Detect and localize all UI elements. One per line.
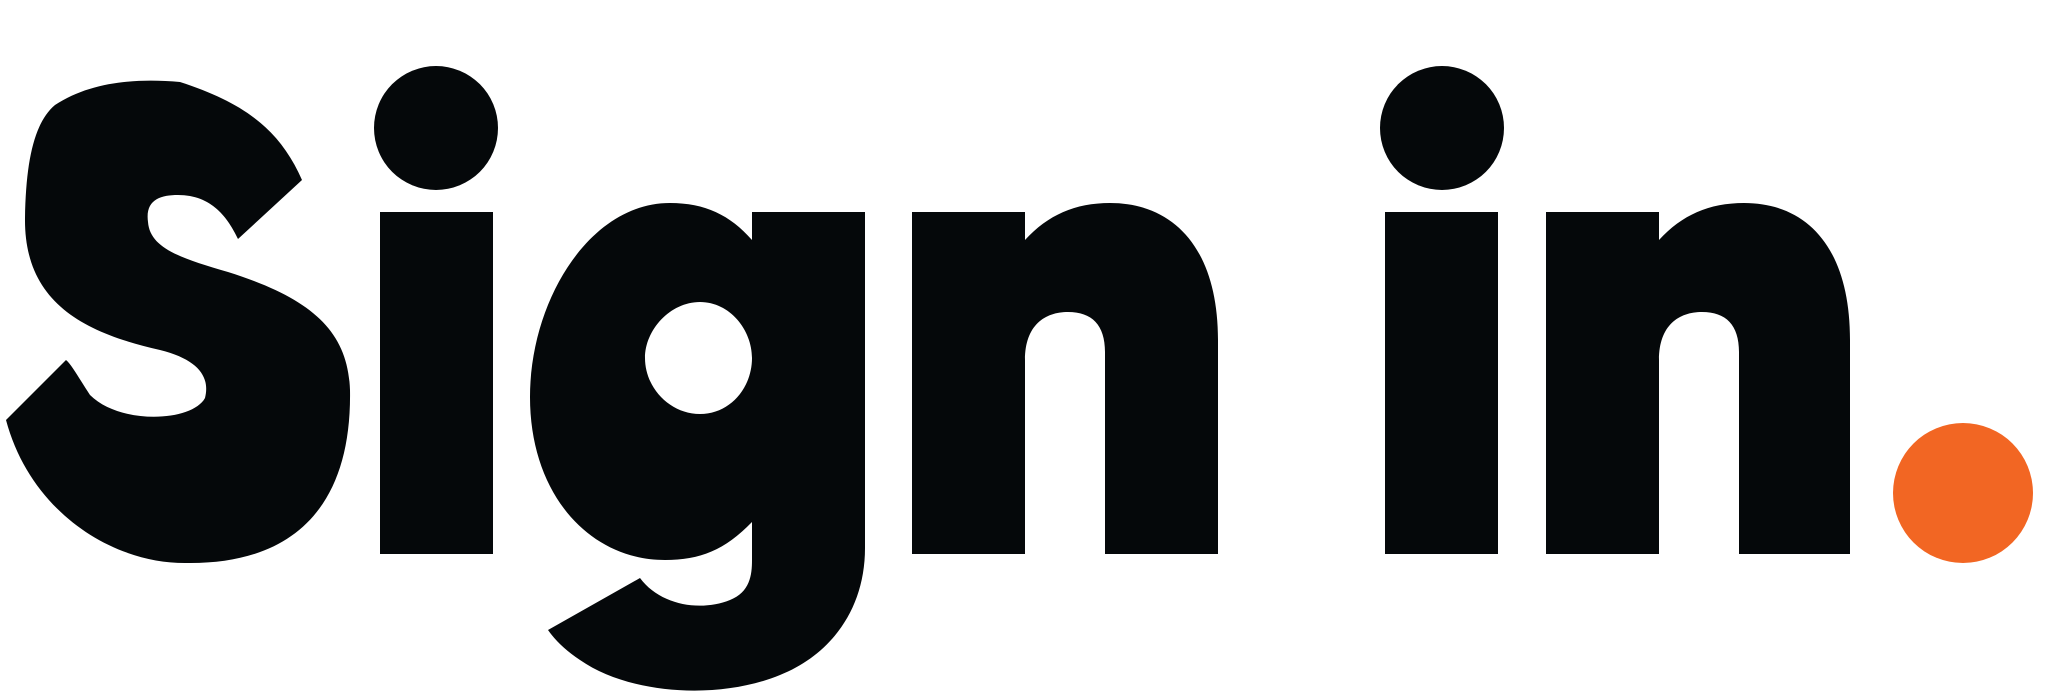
letter-n-2	[1546, 203, 1850, 554]
period-dot	[1893, 423, 2033, 563]
letter-i-stem-1	[380, 212, 493, 554]
letter-i-stem-2	[1385, 212, 1498, 554]
letter-s	[6, 80, 351, 564]
letter-i-dot-2	[1380, 66, 1504, 190]
letter-i-dot-1	[374, 66, 498, 190]
letter-g	[530, 203, 865, 691]
letter-n-1	[912, 203, 1218, 554]
